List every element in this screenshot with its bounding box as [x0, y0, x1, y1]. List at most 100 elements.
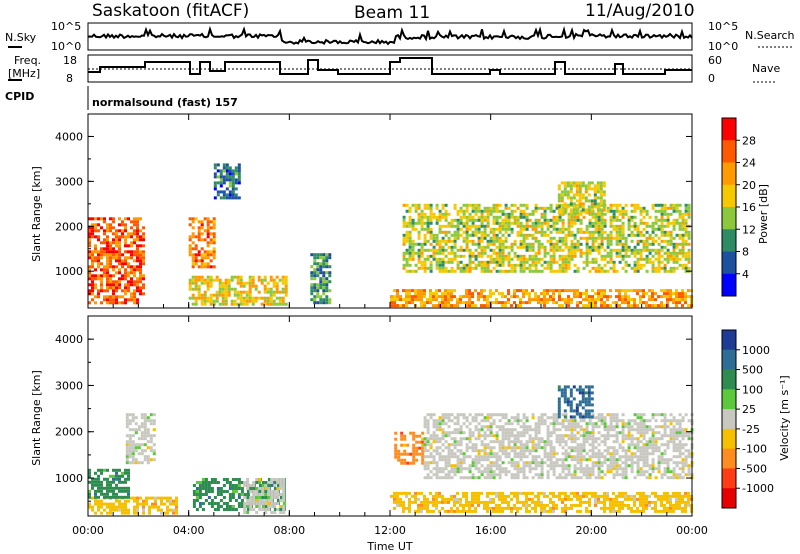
heatmap-cell — [510, 458, 514, 462]
heatmap-cell — [198, 490, 202, 493]
heatmap-cell — [513, 263, 517, 267]
heatmap-cell — [477, 203, 481, 207]
heatmap-cell — [519, 298, 522, 302]
heatmap-cell — [200, 302, 204, 306]
heatmap-cell — [495, 257, 499, 261]
heatmap-cell — [549, 446, 553, 450]
heatmap-cell — [435, 221, 439, 225]
heatmap-cell — [477, 503, 480, 507]
heatmap-cell — [319, 277, 323, 281]
heatmap-cell — [513, 289, 516, 293]
heatmap-cell — [603, 292, 606, 296]
heatmap-cell — [206, 253, 210, 257]
heatmap-cell — [109, 259, 112, 263]
heatmap-cell — [459, 470, 463, 474]
heatmap-cell — [504, 206, 508, 210]
heatmap-cell — [489, 254, 493, 258]
heatmap-cell — [206, 281, 210, 285]
heatmap-cell — [660, 224, 664, 228]
heatmap-cell — [127, 280, 130, 284]
heatmap-cell — [435, 425, 439, 429]
heatmap-cell — [435, 437, 439, 441]
heatmap-cell — [459, 298, 462, 302]
heatmap-cell — [563, 193, 567, 197]
heatmap-cell — [325, 301, 329, 305]
heatmap-cell — [206, 220, 210, 224]
heatmap-cell — [94, 277, 97, 281]
heatmap-cell — [139, 259, 142, 263]
heatmap-cell — [666, 500, 669, 504]
heatmap-cell — [106, 477, 109, 481]
heatmap-cell — [483, 230, 487, 234]
heatmap-cell — [471, 295, 474, 299]
heatmap-cell — [639, 263, 643, 267]
heatmap-cell — [588, 224, 592, 228]
heatmap-cell — [249, 508, 253, 511]
heatmap-cell — [435, 503, 438, 507]
heatmap-cell — [507, 506, 510, 510]
heatmap-cell — [681, 215, 685, 219]
heatmap-cell — [612, 260, 616, 264]
heatmap-cell — [270, 505, 274, 508]
heatmap-cell — [198, 496, 202, 499]
heatmap-cell — [200, 259, 204, 263]
heatmap-cell — [88, 301, 91, 305]
heatmap-cell — [477, 449, 481, 453]
heatmap-cell — [624, 503, 627, 507]
heatmap-cell — [666, 233, 670, 237]
heatmap-cell — [429, 263, 433, 267]
heatmap-cell — [444, 455, 448, 459]
heatmap-cell — [567, 248, 571, 252]
heatmap-cell — [133, 511, 136, 515]
heatmap-cell — [408, 269, 412, 273]
heatmap-cell — [441, 470, 445, 474]
heatmap-cell — [489, 452, 493, 456]
heatmap-cell — [639, 251, 643, 255]
heatmap-cell — [100, 226, 103, 230]
heatmap-cell — [585, 467, 589, 471]
heatmap-cell — [687, 203, 691, 207]
heatmap-cell — [594, 260, 598, 264]
heatmap-cell — [228, 172, 232, 176]
heatmap-cell — [471, 260, 475, 264]
heatmap-cell — [549, 266, 553, 270]
heatmap-cell — [263, 296, 267, 300]
heatmap-cell — [597, 227, 601, 231]
heatmap-cell — [501, 431, 505, 435]
heatmap-cell — [498, 470, 502, 474]
heatmap-cell — [615, 440, 619, 444]
heatmap-cell — [573, 434, 577, 438]
heatmap-cell — [465, 455, 469, 459]
heatmap-cell — [106, 241, 109, 245]
heatmap-cell — [106, 223, 109, 227]
heatmap-cell — [630, 203, 634, 207]
heatmap-cell — [209, 275, 213, 279]
heatmap-cell — [421, 461, 425, 465]
heatmap-cell — [636, 242, 640, 246]
heatmap-cell — [579, 428, 583, 432]
heatmap-cell — [603, 254, 607, 258]
heatmap-cell — [519, 221, 523, 225]
heatmap-cell — [106, 289, 109, 293]
heatmap-cell — [255, 505, 259, 508]
heatmap-cell — [465, 248, 469, 252]
heatmap-cell — [558, 437, 562, 441]
heatmap-cell — [558, 464, 562, 468]
heatmap-cell — [596, 208, 600, 212]
heatmap-cell — [594, 446, 598, 450]
heatmap-cell — [133, 241, 136, 245]
heatmap-cell — [438, 227, 442, 231]
heatmap-cell — [645, 494, 648, 498]
heatmap-cell — [669, 269, 673, 273]
heatmap-cell — [597, 419, 601, 423]
heatmap-cell — [218, 281, 222, 285]
heatmap-cell — [621, 437, 625, 441]
heatmap-cell — [426, 461, 430, 465]
heatmap-cell — [412, 452, 416, 456]
heatmap-cell — [103, 220, 106, 224]
heatmap-cell — [528, 464, 532, 468]
heatmap-cell — [651, 491, 654, 495]
heatmap-cell — [146, 434, 150, 438]
heatmap-cell — [215, 278, 219, 282]
heatmap-cell — [100, 277, 103, 281]
